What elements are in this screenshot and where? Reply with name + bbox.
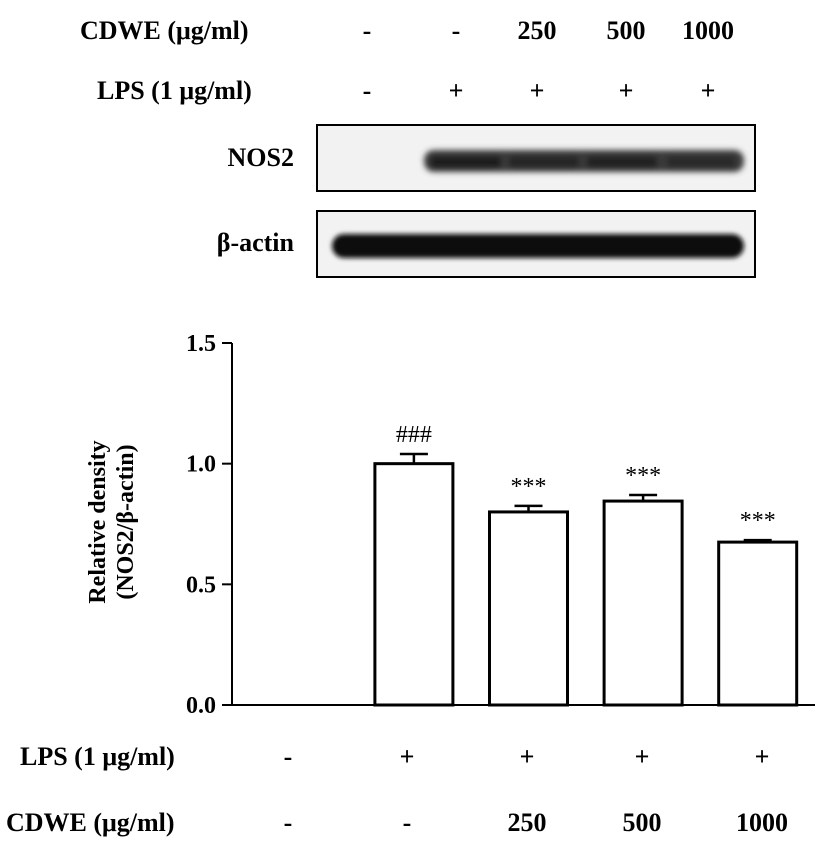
cdwe-header-lane-1: - xyxy=(362,16,372,45)
significance-label: *** xyxy=(740,508,776,534)
cdwe-header-lane-2: - xyxy=(451,16,461,45)
cdwe-footer-lane-3: 250 xyxy=(507,808,547,837)
lps-header-lane-3: + xyxy=(529,76,545,105)
y-axis-title-line-1: Relative density xyxy=(85,440,111,603)
y-tick-label: 1.0 xyxy=(186,452,216,478)
y-tick-label: 0.5 xyxy=(186,572,216,598)
lps-header-lane-5: + xyxy=(700,76,716,105)
bar-chart: 0.0 0.5 1.0 1.5 ### *** *** *** Relative densi… xyxy=(85,331,815,719)
lps-footer-lane-4: + xyxy=(634,742,650,771)
beta-actin-band-label: β-actin xyxy=(216,228,294,257)
beta-actin-blot-panel xyxy=(316,210,756,278)
lps-footer-lane-2: + xyxy=(399,742,415,771)
lps-header-lane-2: + xyxy=(448,76,464,105)
bar xyxy=(602,499,684,707)
significance-label: *** xyxy=(511,474,547,500)
y-tick-label: 1.5 xyxy=(186,331,216,357)
bar xyxy=(717,540,799,707)
cdwe-header-lane-4: 500 xyxy=(606,16,646,45)
lps-footer-lane-1: - xyxy=(283,742,293,771)
lps-footer-lane-5: + xyxy=(754,742,770,771)
cdwe-footer-lane-4: 500 xyxy=(622,808,662,837)
nos2-band-image xyxy=(424,150,744,172)
lps-footer-label: LPS (1 μg/ml) xyxy=(20,742,175,771)
cdwe-header-lane-5: 1000 xyxy=(682,16,734,45)
y-axis-title-line-2: (NOS2/β-actin) xyxy=(113,444,139,599)
cdwe-footer-label: CDWE (μg/ml) xyxy=(6,808,175,837)
beta-actin-band-image xyxy=(332,234,744,258)
nos2-blot-panel xyxy=(316,124,756,192)
cdwe-footer-lane-2: - xyxy=(402,808,412,837)
cdwe-footer-lane-1: - xyxy=(283,808,293,837)
significance-label: *** xyxy=(625,463,661,489)
bars: ### *** *** *** xyxy=(373,422,799,707)
cdwe-footer-lane-5: 1000 xyxy=(736,808,788,837)
nos2-band-label: NOS2 xyxy=(227,143,294,172)
lps-footer-lane-3: + xyxy=(519,742,535,771)
lps-header-lane-4: + xyxy=(618,76,634,105)
lps-header-lane-1: - xyxy=(362,76,372,105)
y-axis-title: Relative density (NOS2/β-actin) xyxy=(85,440,139,603)
bar xyxy=(373,462,455,707)
cdwe-header-lane-3: 250 xyxy=(517,16,557,45)
bar xyxy=(488,510,569,707)
lps-header-label: LPS (1 μg/ml) xyxy=(97,76,252,105)
cdwe-header-label: CDWE (μg/ml) xyxy=(80,16,249,45)
significance-label: ### xyxy=(396,422,432,448)
y-tick-label: 0.0 xyxy=(186,693,216,719)
